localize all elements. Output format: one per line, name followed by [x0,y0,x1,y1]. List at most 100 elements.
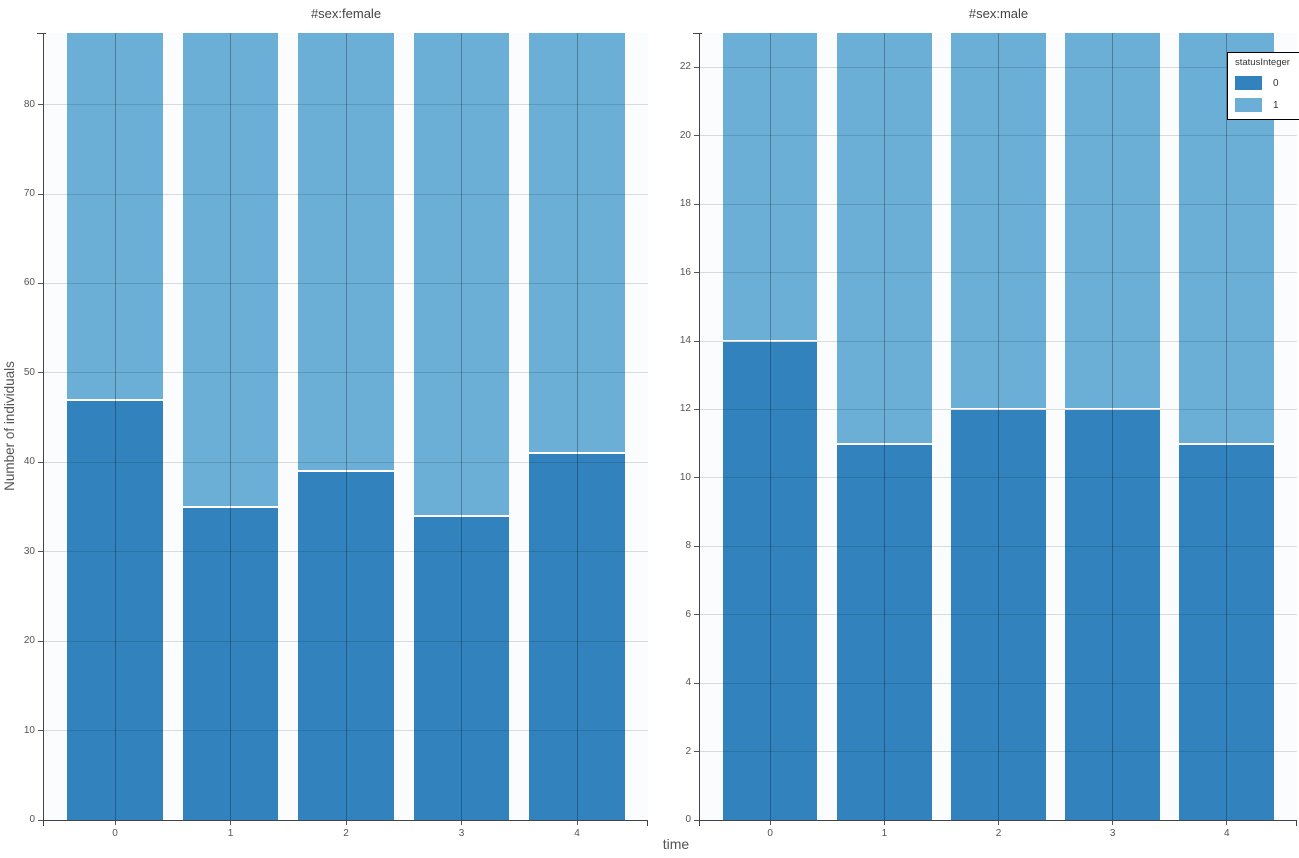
gridline-h [700,340,1297,342]
bar-segment[interactable] [837,33,932,444]
bar-divider [182,506,279,508]
x-axis-tick [461,820,462,825]
bar-divider [529,452,625,455]
y-axis-tick [694,66,700,68]
gridline-v [883,33,885,820]
y-axis-tick [694,545,700,547]
gridline-h [700,135,1297,137]
bar-segment[interactable] [837,443,932,820]
y-axis-tick [38,730,44,732]
chart-title-female: #sex:female [310,6,382,21]
gridline-h [44,282,648,284]
legend-item[interactable]: 1 [1235,98,1296,112]
gridline-v [1112,33,1114,820]
x-tick-label: 4 [1224,828,1230,839]
x-tick-label: 2 [995,828,1002,839]
bar-segment[interactable] [722,33,818,341]
bar-segment[interactable] [413,33,510,516]
bar-segment[interactable] [298,33,394,472]
y-axis-tick [694,751,700,753]
bar-segment[interactable] [67,33,163,400]
legend-item-label: 0 [1273,77,1279,89]
y-tick-label: 16 [679,266,691,278]
gridline-h [700,751,1297,753]
y-axis-tick [38,551,44,553]
y-tick-label: 40 [23,456,35,468]
bar-segment[interactable] [1065,409,1160,820]
bar-segment[interactable] [951,33,1046,410]
bar-segment[interactable] [529,33,625,454]
x-tick-label: 1 [881,828,888,839]
bar-segment[interactable] [529,453,625,820]
gridline-v [461,33,462,820]
y-tick-label: 12 [679,403,691,415]
bar-segment[interactable] [67,399,163,820]
gridline-v [114,33,116,820]
chart-title-male: #sex:male [968,6,1029,21]
x-tick-label: 3 [1109,828,1116,839]
y-axis-end-cap [693,33,702,34]
y-axis-tick [38,640,44,642]
x-axis-tick [769,820,771,825]
x-tick-label: 2 [343,828,349,839]
gridline-h [700,272,1297,273]
y-tick-label: 80 [23,98,35,110]
x-axis-line [43,820,648,821]
gridline-h [700,545,1297,547]
y-tick-label: 20 [679,129,691,141]
y-axis-tick [38,193,44,195]
gridline-h [700,66,1297,68]
x-tick-label: 1 [227,828,234,839]
bar-divider [67,398,163,401]
legend-item-label: 1 [1273,99,1279,111]
gridline-h [700,203,1297,205]
gridline-v [345,33,347,820]
x-axis-label: time [662,836,690,852]
legend-item[interactable]: 0 [1235,76,1296,90]
gridline-h [44,372,648,374]
y-axis-tick [38,819,44,821]
y-axis-tick [38,104,44,105]
y-axis-tick [694,682,700,684]
y-tick-label: 18 [679,198,691,210]
y-tick-label: 14 [679,335,691,346]
y-tick-label: 0 [685,814,691,825]
bar-divider [298,470,394,473]
bar-segment[interactable] [413,515,510,820]
x-axis-tick [114,820,116,825]
bar-segment[interactable] [298,471,394,820]
y-tick-label: 22 [679,61,691,73]
bar-segment[interactable] [951,409,1046,820]
gridline-h [700,682,1297,684]
gridline-v [576,33,578,820]
bar-segment[interactable] [1065,33,1160,410]
legend-swatch [1235,98,1262,112]
y-axis-tick [694,135,700,137]
bar-divider [1179,442,1275,445]
y-tick-label: 2 [685,745,691,757]
y-tick-label: 30 [23,545,35,557]
y-tick-label: 8 [685,540,691,552]
bar-divider [951,408,1046,411]
x-axis-start-cap [43,820,44,826]
y-axis-line [43,33,44,821]
x-tick-label: 0 [767,828,773,839]
bar-segment[interactable] [182,507,279,820]
gridline-h [700,614,1297,616]
x-tick-label: 0 [112,828,118,839]
bar-segment[interactable] [1179,443,1275,820]
x-axis-tick [998,820,999,825]
y-axis-tick [694,340,700,342]
gridline-h [44,730,648,732]
y-axis-label: Number of individuals [2,361,17,491]
gridline-h [700,477,1297,479]
bar-segment[interactable] [722,341,818,820]
bar-divider [1065,408,1160,411]
x-tick-label: 3 [458,828,465,839]
y-tick-label: 70 [23,188,35,199]
x-axis-tick [230,820,231,825]
x-axis-tick [883,820,885,825]
bar-segment[interactable] [182,33,279,507]
